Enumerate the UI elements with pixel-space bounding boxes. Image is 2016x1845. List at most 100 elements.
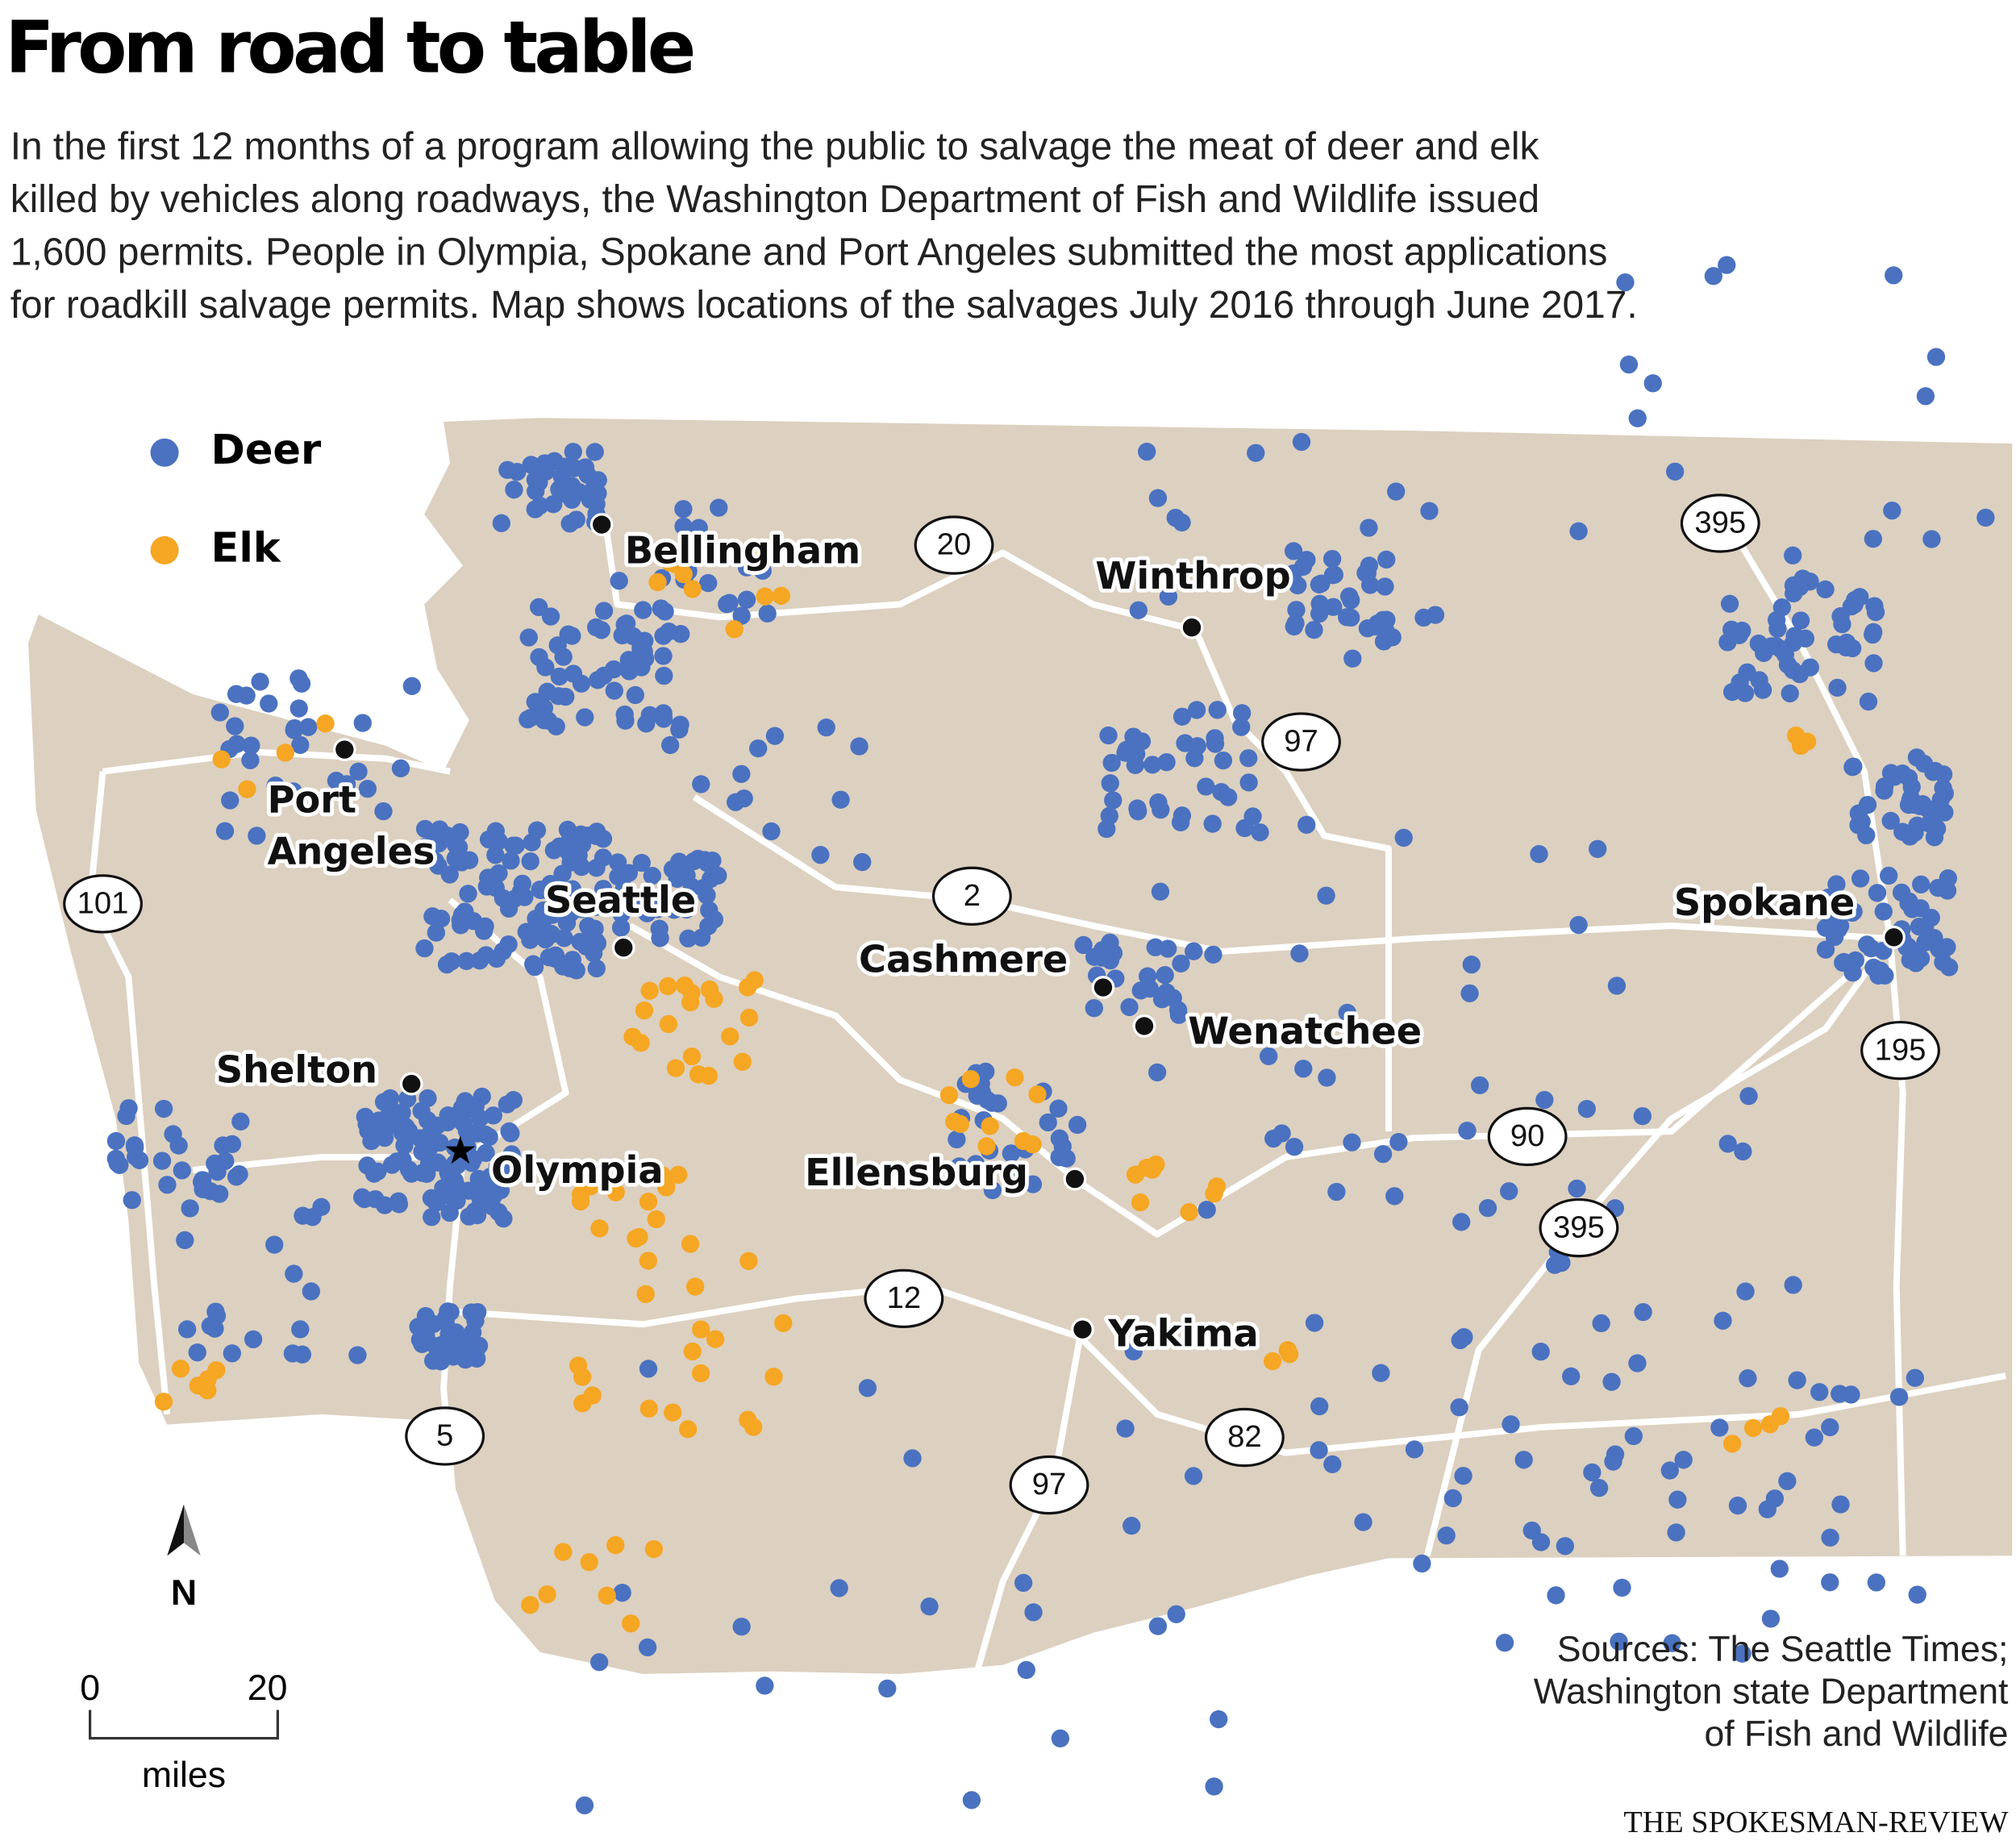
- elk-dot: [1180, 1203, 1198, 1222]
- deer-dot: [584, 943, 603, 963]
- elk-dot: [1028, 1085, 1047, 1104]
- deer-dot: [811, 845, 830, 864]
- deer-dot: [1305, 1314, 1324, 1332]
- highway-shield: [1204, 1407, 1285, 1468]
- deer-dot: [652, 599, 670, 618]
- deer-dot: [616, 896, 635, 914]
- deer-dot: [223, 1135, 242, 1154]
- deer-dot: [1833, 614, 1851, 634]
- deer-dot: [1120, 997, 1139, 1017]
- elk-dot: [945, 1112, 964, 1131]
- highway-shield: [1680, 494, 1760, 553]
- deer-dot: [557, 914, 577, 932]
- deer-dot: [544, 495, 563, 514]
- deer-dot: [1842, 1385, 1860, 1404]
- deer-dot: [544, 841, 564, 860]
- elk-dot: [171, 1360, 190, 1378]
- elk-dot: [644, 1539, 664, 1559]
- elk-dot: [1743, 1418, 1763, 1438]
- deer-dot: [1148, 1617, 1168, 1635]
- state-shape: [28, 418, 2013, 1674]
- city-label: Wenatchee: [1188, 1010, 1422, 1053]
- deer-dot: [444, 1346, 463, 1365]
- deer-dot: [513, 874, 531, 893]
- deer-dot: [452, 1098, 472, 1118]
- city-label: Seattle: [545, 878, 696, 922]
- deer-dot: [1906, 1368, 1925, 1387]
- deer-dot: [605, 681, 623, 700]
- elk-dot: [580, 1553, 598, 1572]
- deer-dot: [106, 1131, 126, 1151]
- deer-dot: [1173, 513, 1191, 532]
- deer-dot: [1500, 1182, 1518, 1201]
- deer-dot: [594, 602, 614, 620]
- deer-dot: [521, 852, 539, 871]
- deer-dot: [1383, 628, 1402, 647]
- deer-dot: [1514, 1451, 1533, 1469]
- deer-dot: [468, 1349, 486, 1368]
- elk-dot: [571, 1192, 590, 1211]
- elk-dot: [666, 1059, 685, 1077]
- deer-dot: [1151, 882, 1170, 901]
- deer-dot: [1343, 1133, 1361, 1152]
- deer-dot: [1846, 951, 1865, 970]
- deer-dot: [312, 1197, 331, 1216]
- deer-dot: [1157, 983, 1176, 1002]
- deer-dot: [440, 865, 459, 884]
- deer-dot: [1285, 1138, 1304, 1156]
- deer-dot: [1908, 816, 1926, 835]
- deer-dot: [409, 1318, 427, 1336]
- deer-dot: [1049, 1099, 1068, 1118]
- deer-dot: [700, 901, 719, 919]
- deer-dot: [1024, 1603, 1043, 1622]
- legend-swatch: [150, 535, 179, 564]
- deer-dot: [1157, 753, 1176, 772]
- deer-dot: [438, 826, 456, 845]
- deer-dot: [1284, 542, 1303, 560]
- elk-dot: [1263, 1351, 1282, 1371]
- deer-dot: [1102, 753, 1121, 773]
- deer-dot: [210, 1185, 229, 1203]
- city-dot: [1091, 976, 1115, 999]
- deer-dot: [1914, 754, 1934, 773]
- elk-dot: [673, 545, 693, 564]
- elk-dot: [594, 1169, 613, 1188]
- deer-dot: [720, 593, 739, 612]
- elk-dot: [961, 1070, 981, 1089]
- deer-dot: [619, 864, 638, 882]
- deer-dot: [1002, 1144, 1020, 1163]
- deer-dot: [1768, 619, 1787, 638]
- elk-dot: [606, 1536, 625, 1555]
- deer-dot: [563, 627, 581, 645]
- deer-dot: [1051, 1729, 1070, 1747]
- deer-dot: [737, 558, 756, 577]
- deer-dot: [1394, 828, 1413, 848]
- elk-dot: [669, 1165, 688, 1184]
- deer-dot: [415, 939, 434, 958]
- elk-dot: [721, 1027, 739, 1046]
- highway-label: 395: [1694, 506, 1746, 540]
- deer-dot: [1628, 1354, 1647, 1372]
- elk-dot: [1797, 732, 1817, 751]
- deer-dot: [402, 677, 422, 695]
- deer-dot: [285, 1264, 303, 1283]
- deer-dot: [989, 1094, 1007, 1113]
- deer-dot: [1704, 267, 1723, 285]
- city-label: Spokane: [1674, 881, 1855, 924]
- deer-dot: [431, 910, 451, 928]
- deer-dot: [1171, 813, 1190, 831]
- deer-dot: [152, 1152, 172, 1170]
- deer-dot: [694, 878, 713, 898]
- deer-dot: [1132, 732, 1152, 751]
- elk-dot: [640, 981, 659, 1000]
- deer-dot: [527, 910, 545, 928]
- deer-dot: [1624, 1426, 1643, 1446]
- deer-dot: [504, 836, 523, 855]
- city-dot: [1882, 925, 1906, 949]
- deer-dot: [206, 1154, 224, 1173]
- deer-dot: [1233, 704, 1252, 723]
- deer-dot: [1460, 984, 1479, 1003]
- deer-dot: [858, 1379, 877, 1397]
- city-dot: [1071, 1318, 1094, 1341]
- deer-dot: [1385, 1187, 1404, 1206]
